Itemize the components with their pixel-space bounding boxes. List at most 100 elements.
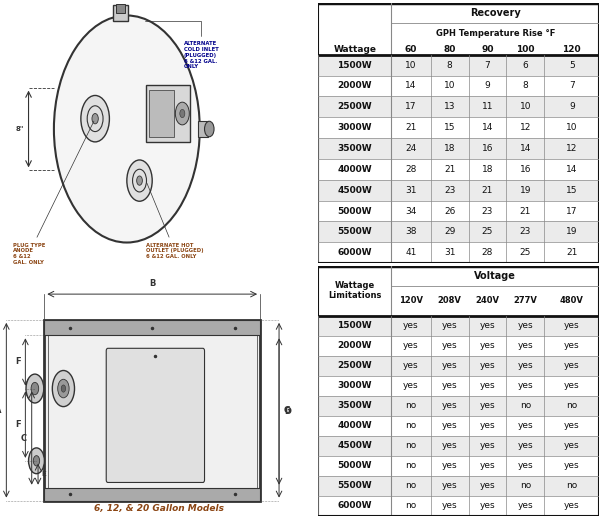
Text: yes: yes (480, 321, 495, 330)
FancyBboxPatch shape (106, 348, 205, 482)
Circle shape (180, 109, 185, 118)
Text: yes: yes (480, 502, 495, 510)
Text: 7: 7 (484, 60, 490, 70)
Text: 23: 23 (482, 206, 493, 216)
Text: yes: yes (480, 361, 495, 370)
Bar (318, 396, 599, 416)
Text: yes: yes (442, 361, 457, 370)
Text: yes: yes (564, 502, 580, 510)
Text: 240V: 240V (475, 296, 500, 305)
Text: 120V: 120V (399, 296, 423, 305)
Text: yes: yes (564, 461, 580, 471)
Text: 10: 10 (519, 102, 531, 111)
Text: 10: 10 (405, 60, 417, 70)
Text: yes: yes (442, 502, 457, 510)
Bar (318, 476, 599, 496)
Bar (318, 496, 599, 516)
Text: 29: 29 (444, 228, 455, 236)
Text: 18: 18 (482, 165, 493, 174)
Text: G: G (284, 406, 291, 415)
Text: no: no (405, 502, 417, 510)
Text: no: no (520, 401, 531, 410)
Text: yes: yes (442, 441, 457, 450)
Text: 1500W: 1500W (338, 60, 372, 70)
Circle shape (61, 385, 66, 392)
Text: 10: 10 (566, 123, 577, 132)
Text: 14: 14 (566, 165, 577, 174)
Text: 38: 38 (405, 228, 417, 236)
Bar (318, 221, 599, 243)
Text: 28: 28 (405, 165, 417, 174)
Text: yes: yes (564, 361, 580, 370)
Text: no: no (405, 441, 417, 450)
Text: 21: 21 (444, 165, 455, 174)
Text: Voltage: Voltage (474, 271, 516, 281)
Bar (318, 456, 599, 476)
Text: yes: yes (442, 341, 457, 350)
Text: yes: yes (564, 441, 580, 450)
Text: 1500W: 1500W (338, 321, 372, 330)
Text: yes: yes (518, 381, 533, 391)
Bar (318, 356, 599, 376)
Text: 5000W: 5000W (338, 461, 372, 471)
Bar (318, 180, 599, 201)
Ellipse shape (54, 15, 200, 243)
Text: 25: 25 (520, 248, 531, 257)
Bar (318, 376, 599, 396)
Text: 4000W: 4000W (338, 422, 372, 430)
Text: 5500W: 5500W (338, 228, 372, 236)
Text: yes: yes (480, 481, 495, 491)
Bar (318, 138, 599, 159)
Text: yes: yes (518, 461, 533, 471)
Text: 2000W: 2000W (338, 341, 372, 350)
Text: yes: yes (442, 422, 457, 430)
Bar (318, 75, 599, 96)
Bar (318, 316, 599, 336)
Text: 17: 17 (566, 206, 577, 216)
Text: 6000W: 6000W (338, 502, 372, 510)
Bar (318, 159, 599, 180)
Text: yes: yes (518, 502, 533, 510)
Text: yes: yes (480, 422, 495, 430)
Text: 80: 80 (443, 45, 456, 54)
Text: yes: yes (403, 361, 419, 370)
Circle shape (33, 456, 40, 466)
Bar (318, 117, 599, 138)
Text: F: F (15, 420, 21, 429)
Text: 9: 9 (569, 102, 574, 111)
Text: 21: 21 (405, 123, 417, 132)
Circle shape (26, 374, 43, 403)
Text: 5000W: 5000W (338, 206, 372, 216)
Circle shape (92, 114, 98, 124)
Text: yes: yes (480, 461, 495, 471)
Text: 208V: 208V (438, 296, 461, 305)
Text: yes: yes (518, 361, 533, 370)
Text: yes: yes (480, 441, 495, 450)
Circle shape (81, 95, 109, 142)
Text: 2500W: 2500W (338, 361, 372, 370)
Text: no: no (566, 481, 577, 491)
Text: 13: 13 (444, 102, 455, 111)
Text: 31: 31 (405, 186, 417, 195)
Text: 26: 26 (444, 206, 455, 216)
Text: 16: 16 (482, 144, 493, 153)
Text: 4000W: 4000W (338, 165, 372, 174)
Text: 12: 12 (520, 123, 531, 132)
Bar (116, 4, 125, 13)
Text: 24: 24 (405, 144, 417, 153)
Text: 25: 25 (482, 228, 493, 236)
Text: yes: yes (442, 401, 457, 410)
Text: F: F (15, 358, 21, 366)
Text: 6000W: 6000W (338, 248, 372, 257)
Text: 19: 19 (566, 228, 577, 236)
Text: 3000W: 3000W (338, 123, 372, 132)
Text: 14: 14 (482, 123, 493, 132)
Text: yes: yes (518, 321, 533, 330)
Text: 10: 10 (444, 82, 455, 90)
Text: 21: 21 (482, 186, 493, 195)
Text: ALTERNATE
COLD INLET
(PLUGGED)
6 &12 GAL.
ONLY: ALTERNATE COLD INLET (PLUGGED) 6 &12 GAL… (146, 21, 219, 70)
Text: yes: yes (564, 422, 580, 430)
Text: 2000W: 2000W (338, 82, 372, 90)
Text: D: D (284, 407, 291, 416)
Text: 3000W: 3000W (338, 381, 372, 391)
